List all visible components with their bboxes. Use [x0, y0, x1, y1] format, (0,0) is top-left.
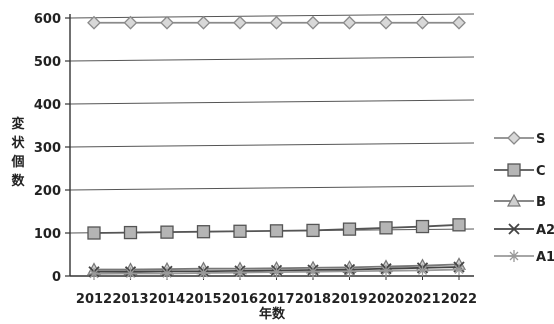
- data-point: [196, 15, 211, 30]
- legend-label: S: [536, 132, 545, 147]
- y-tick-labels: 0 100 200 300 400 500 600: [34, 12, 61, 285]
- x-axis-title: 年数: [259, 306, 286, 322]
- data-point: [306, 15, 320, 30]
- data-point: [415, 15, 430, 30]
- data-point: [270, 266, 283, 279]
- data-point: [196, 225, 211, 239]
- data-point: [453, 263, 465, 276]
- x-tick-label: 2019: [331, 292, 367, 307]
- data-point: [452, 15, 466, 30]
- x-tick-label: 2016: [222, 292, 258, 307]
- x-tick-label: 2018: [295, 292, 331, 307]
- series-s: [87, 15, 466, 30]
- y-tick-label: 600: [34, 12, 61, 27]
- gridline: [69, 142, 475, 148]
- legend-item-a1: A1: [494, 250, 554, 265]
- data-point: [415, 219, 430, 234]
- y-axis-title-char: 個: [10, 154, 24, 170]
- data-point: [160, 225, 174, 239]
- y-tick-label: 0: [52, 270, 61, 285]
- data-point: [123, 225, 138, 240]
- data-point: [342, 222, 357, 236]
- gridline: [69, 56, 475, 62]
- data-point: [124, 267, 137, 280]
- y-tick-label: 500: [34, 55, 61, 70]
- x-tick-label: 2015: [185, 292, 221, 307]
- y-axis-title-char: 状: [11, 135, 25, 151]
- y-tick-label: 200: [34, 184, 61, 199]
- legend-marker: [508, 223, 520, 235]
- data-point: [87, 226, 101, 240]
- data-point: [234, 266, 246, 279]
- x-tick-label: 2020: [368, 292, 404, 307]
- data-point: [87, 15, 101, 30]
- data-point: [160, 15, 174, 30]
- y-tick-label: 300: [34, 141, 61, 156]
- series-lines: [86, 15, 467, 280]
- y-axis-title-char: 変: [11, 116, 24, 132]
- legend-label: A2: [536, 223, 554, 238]
- x-tick-labels: 2012 2013 2014 2015 2016 2017 2018 2019 2020 2021…: [76, 276, 477, 307]
- data-point: [452, 218, 466, 232]
- gridline: [69, 185, 475, 191]
- legend-label: B: [536, 195, 546, 210]
- data-point: [269, 224, 284, 238]
- gridline: [69, 99, 475, 105]
- data-point: [379, 15, 393, 30]
- legend-item-b: B: [494, 193, 546, 210]
- data-point: [306, 223, 320, 238]
- data-point: [161, 267, 173, 280]
- series-c: [87, 218, 466, 240]
- legend-marker: [507, 163, 521, 177]
- data-point: [307, 265, 319, 278]
- data-point: [379, 221, 393, 235]
- x-tick-label: 2012: [76, 292, 112, 307]
- legend-label: A1: [536, 250, 554, 265]
- data-point: [233, 15, 247, 30]
- data-point: [343, 265, 356, 278]
- data-point: [269, 15, 284, 30]
- gridline: [69, 13, 475, 19]
- data-point: [342, 15, 357, 30]
- data-point: [123, 15, 138, 30]
- legend-item-c: C: [494, 163, 546, 179]
- data-point: [233, 224, 247, 238]
- legend-marker: [506, 193, 522, 207]
- legend-marker: [508, 250, 520, 262]
- legend-label: C: [536, 164, 546, 179]
- x-tick-label: 2021: [404, 292, 440, 307]
- data-point: [380, 264, 392, 277]
- x-tick-label: 2017: [258, 292, 294, 307]
- series-a1: [88, 263, 465, 280]
- legend-item-s: S: [494, 131, 545, 147]
- y-tick-label: 400: [34, 98, 61, 113]
- x-tick-label: 2022: [441, 292, 477, 307]
- y-tick-label: 100: [34, 227, 61, 242]
- legend: S C B A2 A1: [494, 131, 554, 265]
- legend-item-a2: A2: [494, 223, 554, 238]
- legend-marker: [507, 131, 521, 145]
- data-point: [416, 264, 429, 277]
- y-axis-title-char: 数: [11, 173, 25, 189]
- data-point: [88, 267, 100, 280]
- data-point: [197, 266, 210, 279]
- x-tick-label: 2013: [112, 292, 148, 307]
- x-tick-label: 2014: [149, 292, 185, 307]
